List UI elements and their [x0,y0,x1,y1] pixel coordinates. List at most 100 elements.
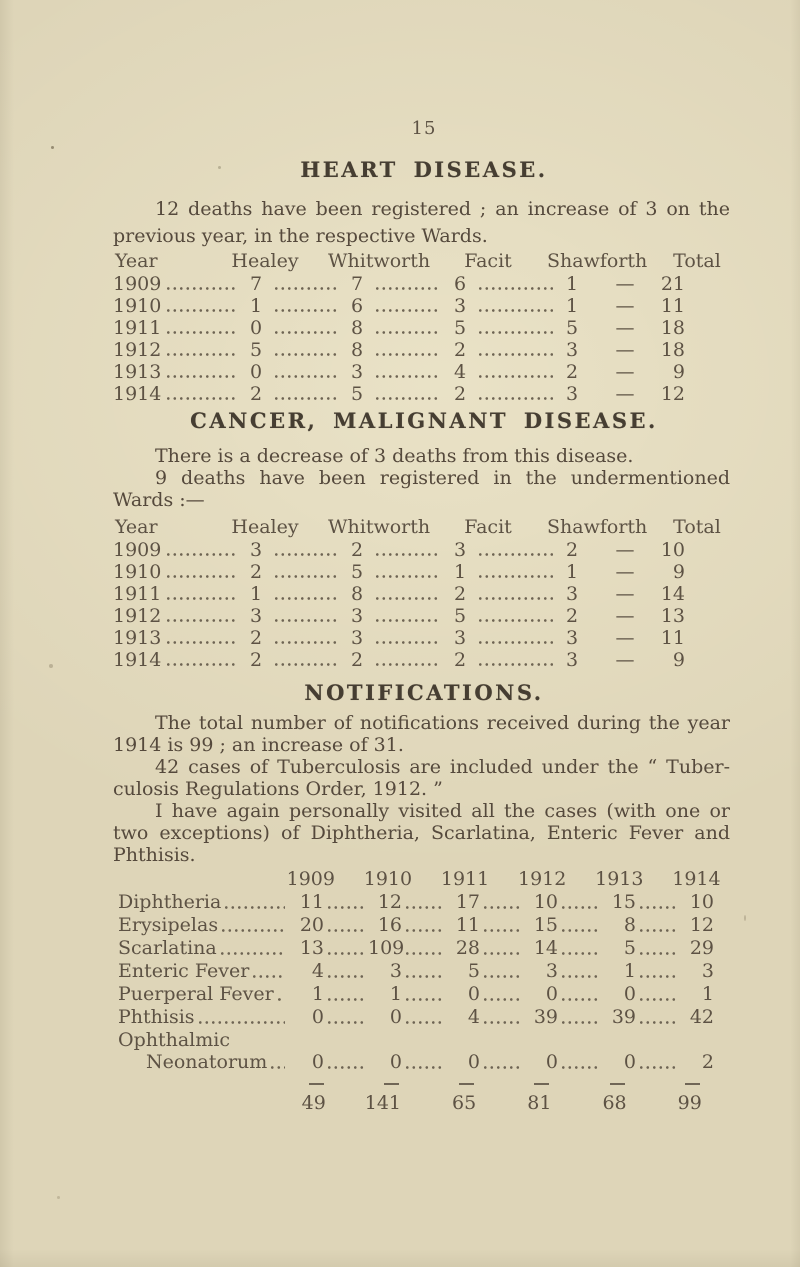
dot-leader [640,998,678,1001]
cell-facit: 2 [453,649,467,671]
paragraph-line: previous year, in the respective Wards. [113,225,488,247]
column-header-facit: Facit [464,516,512,538]
cell-whitworth: 3 [350,627,364,649]
dot-leader [406,975,444,978]
paper-speck [744,915,746,921]
table-row: 1909 7 7 6 1 — 21 [113,273,685,295]
cell-1909: 0 [311,1051,324,1073]
total-cell: 81 [509,1092,584,1115]
dot-leader [275,641,338,644]
heart-disease-heading: HEART DISEASE. [300,157,548,182]
dot-leader [376,553,441,556]
cell-shawforth: 3 [565,383,579,405]
cell-year: 1914 [113,649,162,671]
dot-leader [376,597,441,600]
dot-leader [484,975,522,978]
paragraph-line: I have again personally visited all the … [155,800,730,822]
dot-leader [640,1021,678,1024]
value-cell: 29 [680,937,714,960]
year-header: 1913 [595,868,644,890]
total-cell: 65 [434,1092,509,1115]
em-dash: — [615,295,635,317]
cell-1909: 0 [311,1006,324,1028]
dot-leader [562,975,600,978]
disease-label: Diphtheria [118,891,222,913]
ophthalmic-label-line1: Ophthalmic [118,1029,230,1051]
value-cell: 1 [368,983,446,1006]
year-header: 1914 [672,868,721,890]
total-rule [384,1083,400,1085]
total-rule [609,1083,625,1085]
em-dash: — [615,273,635,295]
cell-1914: 1 [701,983,714,1005]
dot-leader [562,1021,600,1024]
em-dash: — [615,317,635,339]
dot-leader [376,575,441,578]
cell-1912: 0 [545,983,558,1005]
paragraph-line: The total number of notifications receiv… [155,712,730,734]
dot-leader [406,1021,444,1024]
column-header-shawforth: Shawforth [547,516,648,538]
dot-leader [484,906,522,909]
cell-total: 21 [660,273,685,295]
column-header-whitworth: Whitworth [328,250,431,272]
dot-leader [479,663,553,666]
dot-leader [484,952,522,955]
dot-leader [328,998,366,1001]
row-label-box: Enteric Fever [118,960,290,983]
table-row: 1913 2 3 3 3 — 11 [113,627,685,649]
dot-leader [562,998,600,1001]
cell-total: 11 [660,627,685,649]
value-cell: 13 [290,937,368,960]
dot-leader [479,575,553,578]
cell-year: 1911 [113,317,162,339]
table-row: Erysipelas 20 16 11 15 8 12 [118,914,714,937]
disease-label: Scarlatina [118,937,217,959]
dot-leader [376,619,441,622]
cell-whitworth: 3 [350,361,364,383]
table-row: 1909 3 2 3 2 — 10 [113,539,685,561]
cell-1913: 0 [623,1051,636,1073]
cell-total: 9 [672,649,685,671]
cell-total: 10 [660,539,685,561]
dot-leader [562,952,600,955]
separator-cell [509,1077,584,1090]
notifications-table: 1909 1910 1911 1912 1913 1914 Diphtheria… [118,868,735,1115]
cell-1910: 3 [389,960,402,982]
dot-leader [167,619,237,622]
cell-whitworth: 8 [350,583,364,605]
cell-healey: 3 [249,539,263,561]
spacer [118,1077,284,1090]
year-header: 1911 [440,868,490,890]
dot-leader [167,287,237,290]
heart-disease-table-body: 1909 7 7 6 1 — 21 1910 [113,273,735,405]
cell-1913: 1 [623,960,636,982]
dot-leader [376,641,441,644]
table-header-row: Year Healey Whitworth Facit Shawforth To… [113,250,735,273]
value-cell: 1 [680,983,714,1006]
value-cell: 39 [602,1006,680,1029]
cell-shawforth: 3 [565,627,579,649]
dot-leader [479,309,553,312]
dot-leader [406,906,444,909]
value-cell: 10 [524,891,602,914]
dot-leader [562,1066,600,1069]
total-1914: 99 [677,1092,702,1114]
cell-1911: 0 [467,983,480,1005]
cell-total: 11 [660,295,685,317]
cell-1914: 29 [689,937,714,959]
row-label-box: Diphtheria [118,891,290,914]
dot-leader [167,553,237,556]
cell-year: 1913 [113,627,162,649]
table-row: 1910 1 6 3 1 — 11 [113,295,685,317]
cell-healey: 0 [249,317,263,339]
dot-leader [167,575,237,578]
cell-whitworth: 3 [350,605,364,627]
cell-1913: 39 [611,1006,636,1028]
cell-whitworth: 8 [350,317,364,339]
cancer-table: Year Healey Whitworth Facit Shawforth To… [113,516,735,671]
value-cell: 0 [524,983,602,1006]
paper-speck [57,1196,60,1199]
cell-year: 1909 [113,539,162,561]
value-cell: 0 [368,1006,446,1029]
